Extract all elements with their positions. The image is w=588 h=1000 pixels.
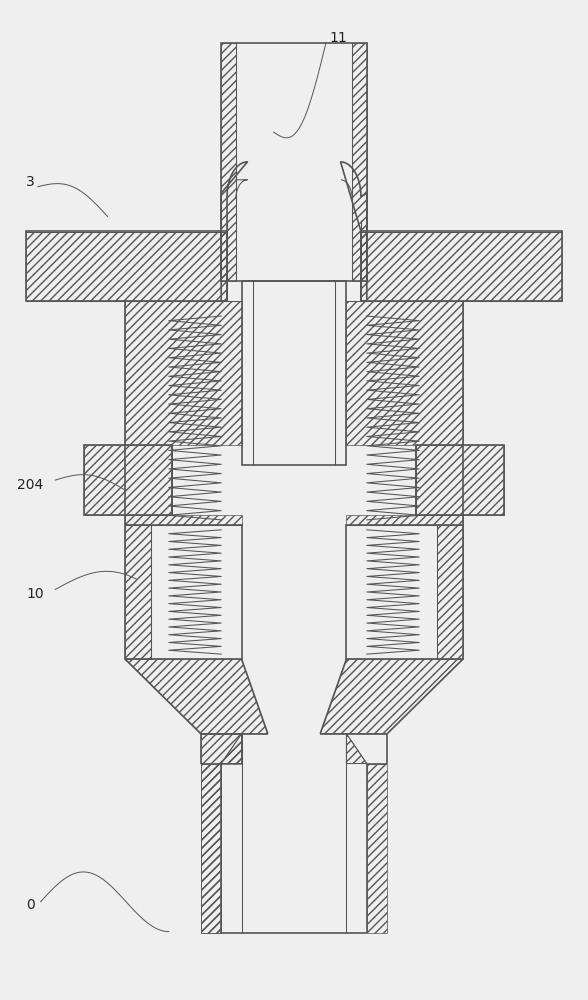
Text: 10: 10 <box>26 587 44 601</box>
Bar <box>242 281 346 465</box>
Text: 204: 204 <box>17 478 44 492</box>
Bar <box>221 43 367 281</box>
Text: 0: 0 <box>26 898 35 912</box>
Bar <box>84 445 172 515</box>
Bar <box>346 525 463 659</box>
Text: 3: 3 <box>26 175 35 189</box>
Text: 11: 11 <box>329 31 347 45</box>
Bar <box>125 525 242 659</box>
Bar <box>26 231 227 301</box>
Bar <box>416 445 504 515</box>
Bar <box>361 231 562 301</box>
